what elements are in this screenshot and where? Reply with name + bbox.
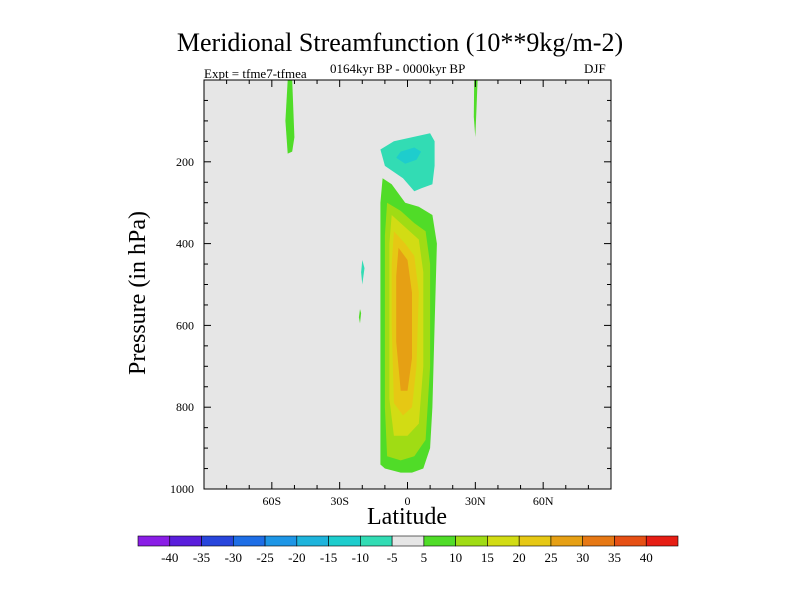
x-tick-label: 0 [405,494,411,508]
colorbar-label: -15 [320,550,337,565]
colorbar-label: 15 [481,550,494,565]
colorbar-box [550,535,584,547]
y-tick-label: 600 [176,318,194,332]
x-tick-label: 30S [330,494,349,508]
colorbar-box [423,535,456,547]
x-tick-label: 60N [533,494,554,508]
y-tick-label: 1000 [170,482,194,496]
colorbar-label: -5 [387,550,398,565]
y-tick-label: 800 [176,400,194,414]
colorbar-label: -10 [352,550,369,565]
chart-subtitle: 0164kyr BP - 0000kyr BP [330,61,466,76]
contour-north-band [473,80,478,138]
contour-south-band [285,80,295,154]
colorbar-box [264,535,298,547]
colorbar-box [169,535,202,547]
y-axis-label: Pressure (in hPa) [125,211,151,375]
colorbar-box [614,535,647,547]
season-label: DJF [584,61,606,76]
colorbar-label: -40 [161,550,178,565]
colorbar-box [391,535,425,547]
colorbar-box [296,535,329,547]
colorbar-label: 10 [449,550,462,565]
colorbar-label: 35 [608,550,621,565]
colorbar-box [328,535,361,547]
experiment-label: Expt = tfme7-tfmea [204,66,307,81]
colorbar-label: -20 [288,550,305,565]
x-tick-label: 30N [465,494,486,508]
chart-title: Meridional Streamfunction (10**9kg/m-2) [176,28,624,57]
contour-fragment-1 [361,260,365,285]
colorbar-box [137,535,171,547]
colorbar-label: -30 [225,550,242,565]
colorbar-box [360,535,393,547]
x-tick-label: 60S [262,494,281,508]
colorbar-label: 40 [640,550,653,565]
colorbar-label: 30 [576,550,589,565]
colorbar-label: -25 [256,550,273,565]
y-tick-label: 200 [176,155,194,169]
colorbar-box [487,535,520,547]
colorbar-box [582,535,615,547]
contour-neg-10 [396,147,422,164]
colorbar-box [201,535,234,547]
colorbar-label: 25 [544,550,557,565]
colorbar-box [232,535,266,547]
colorbar-label: 5 [421,550,428,565]
colorbar-label: 20 [513,550,526,565]
contour-fragment-2 [358,309,362,324]
colorbar-box [455,535,488,547]
y-tick-label: 400 [176,237,194,251]
contour-pos-25 [396,247,412,391]
colorbar-box [518,535,552,547]
colorbar-label: -35 [193,550,210,565]
colorbar-box [645,535,679,547]
x-axis-label: Latitude [367,504,447,530]
